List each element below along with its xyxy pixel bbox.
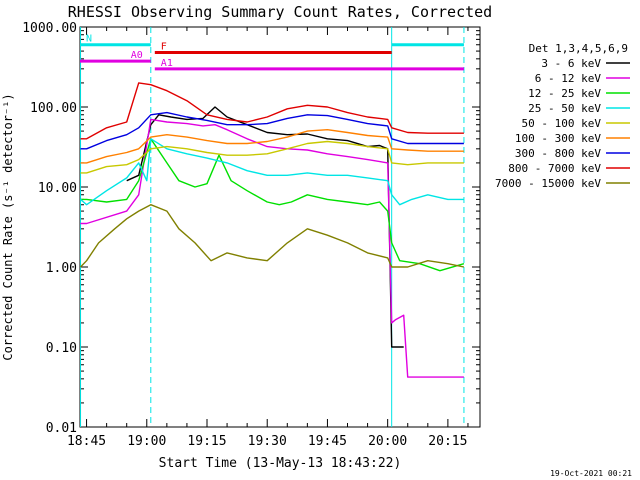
vertical-markers xyxy=(80,27,465,427)
series-lines xyxy=(79,82,465,378)
series-line xyxy=(79,203,465,268)
series-line xyxy=(80,118,464,378)
flag-label: F xyxy=(161,42,167,53)
x-tick-label: 19:45 xyxy=(308,434,347,449)
y-tick-label: 100.00 xyxy=(30,101,77,116)
legend-label: 12 - 25 keV xyxy=(528,87,601,100)
flag-label: A1 xyxy=(161,58,173,69)
chart-title: RHESSI Observing Summary Count Rates, Co… xyxy=(68,3,492,21)
series-line xyxy=(80,140,464,174)
x-axis-label: Start Time (13-May-13 18:43:22) xyxy=(159,456,402,471)
series-line xyxy=(80,82,464,140)
series-line xyxy=(126,106,404,348)
x-tick-label: 19:30 xyxy=(248,434,287,449)
legend-label: 50 - 100 keV xyxy=(522,117,602,130)
x-tick-label: 20:15 xyxy=(428,434,467,449)
legend-label: 800 - 7000 keV xyxy=(508,162,601,175)
series-line xyxy=(80,128,464,164)
legend-label: 100 - 300 keV xyxy=(515,132,601,145)
y-tick-label: 0.01 xyxy=(46,421,77,436)
y-tick-label: 1.00 xyxy=(46,261,77,276)
x-axis: 18:45 19:00 19:15 19:30 19:45 20:00 20:15 xyxy=(67,27,469,449)
series-line xyxy=(80,111,464,150)
x-tick-label: 19:15 xyxy=(187,434,226,449)
plot-frame xyxy=(79,26,481,428)
x-tick-label: 18:45 xyxy=(67,434,106,449)
y-axis-label: Corrected Count Rate (s⁻¹ detector⁻¹) xyxy=(1,93,15,360)
flag-label: N xyxy=(86,34,92,45)
y-tick-label: 0.10 xyxy=(46,341,77,356)
legend-label: 3 - 6 keV xyxy=(541,57,601,70)
legend: Det 1,3,4,5,6,9 3 - 6 keV 6 - 12 keV 12 - … xyxy=(495,42,630,190)
y-axis: 0.01 0.10 1.00 10.00 100.00 1000.00 xyxy=(22,21,480,436)
legend-label: 6 - 12 keV xyxy=(535,72,602,85)
y-tick-label: 10.00 xyxy=(38,181,77,196)
footer-date: 19-Oct-2021 00:21 xyxy=(550,469,632,478)
y-tick-label: 1000.00 xyxy=(22,21,77,36)
x-tick-label: 20:00 xyxy=(368,434,407,449)
flag-bars: N F A0 A1 xyxy=(80,34,464,71)
series-line xyxy=(80,138,464,206)
legend-title: Det 1,3,4,5,6,9 xyxy=(529,42,628,55)
legend-label: 25 - 50 keV xyxy=(528,102,601,115)
series-line xyxy=(80,138,465,272)
legend-label: 7000 - 15000 keV xyxy=(495,177,601,190)
legend-label: 300 - 800 keV xyxy=(515,147,601,160)
flag-label: A0 xyxy=(131,50,143,61)
x-tick-label: 19:00 xyxy=(127,434,166,449)
